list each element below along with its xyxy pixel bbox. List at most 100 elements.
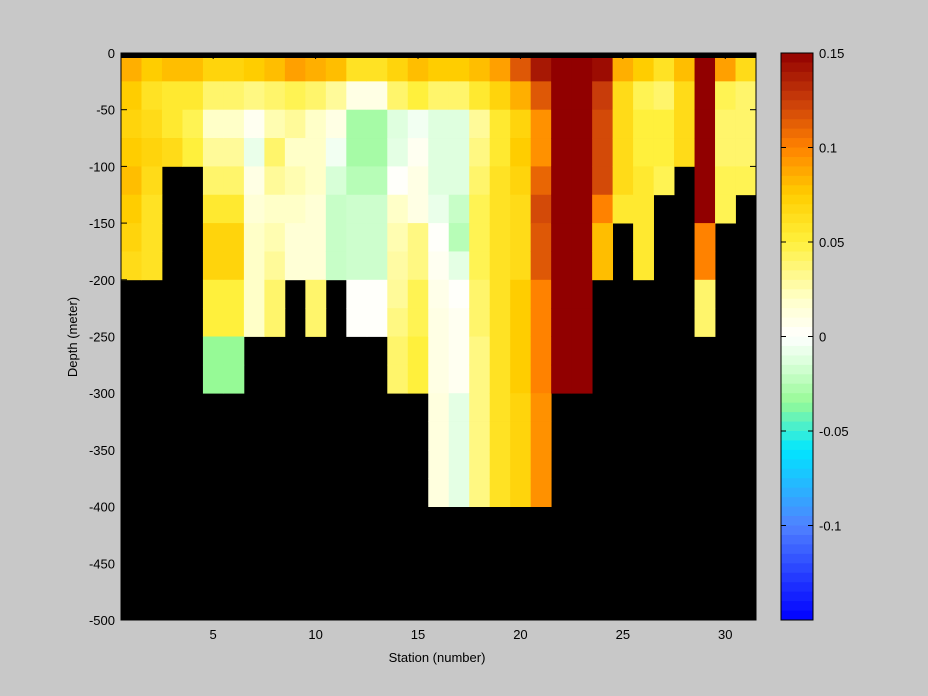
heatmap-cell (243, 194, 265, 224)
x-tick-label: 10 (308, 627, 322, 642)
heatmap-cell (428, 53, 450, 82)
heatmap-cell (202, 81, 224, 111)
heatmap-cell (489, 138, 511, 167)
heatmap-cell (592, 166, 614, 196)
heatmap-cell (489, 449, 511, 479)
heatmap-cell (469, 223, 491, 252)
heatmap-cell (551, 336, 573, 366)
heatmap-cell (571, 336, 593, 366)
heatmap-cell (653, 166, 675, 196)
colorbar-band (781, 506, 813, 517)
colorbar-band (781, 572, 813, 583)
heatmap-cell (428, 478, 450, 507)
heatmap-cell (161, 138, 183, 167)
heatmap-cell (694, 109, 716, 139)
heatmap-cell (141, 166, 163, 196)
heatmap-cell (489, 364, 511, 394)
heatmap-cell (121, 223, 142, 252)
heatmap-cell (325, 138, 347, 167)
heatmap-cell (182, 53, 204, 82)
heatmap-cell (633, 53, 654, 82)
heatmap-cell (121, 109, 142, 139)
heatmap-cell (510, 393, 532, 422)
heatmap-cell (551, 251, 573, 281)
heatmap-cell (612, 81, 634, 111)
heatmap-cell (694, 194, 716, 224)
heatmap-cell (305, 251, 327, 281)
heatmap-cell (633, 138, 654, 167)
colorbar-band (781, 185, 813, 196)
heatmap-cell (592, 138, 614, 167)
colorbar-band (781, 213, 813, 224)
heatmap-cell (489, 194, 511, 224)
heatmap-cell (284, 81, 306, 111)
heatmap-cell (387, 194, 409, 224)
heatmap-cell (448, 449, 470, 479)
heatmap-cell (305, 109, 327, 139)
heatmap-cell (346, 81, 368, 111)
heatmap-cell (530, 308, 552, 337)
heatmap-cell (387, 279, 409, 309)
heatmap-cell (428, 449, 450, 479)
y-tick-label: -250 (89, 330, 115, 345)
heatmap-cell (571, 53, 593, 82)
heatmap-cell (530, 478, 552, 507)
colorbar-band (781, 100, 813, 111)
heatmap-cell (530, 364, 552, 394)
x-axis-label: Station (number) (389, 650, 486, 665)
heatmap-cell (592, 53, 614, 82)
heatmap-cell (264, 194, 286, 224)
heatmap-cell (202, 53, 224, 82)
heatmap-cell (264, 138, 286, 167)
heatmap-cell (489, 279, 511, 309)
heatmap-cell (223, 194, 245, 224)
heatmap-cell (715, 166, 736, 196)
heatmap-cell (428, 251, 450, 281)
heatmap-cell (715, 138, 736, 167)
heatmap-cell (407, 53, 429, 82)
colorbar-band (781, 345, 813, 356)
heatmap-cell (284, 223, 306, 252)
colorbar-band (781, 449, 813, 460)
heatmap-cell (571, 109, 593, 139)
y-tick-label: -350 (89, 443, 115, 458)
colorbar-tick-label: 0 (819, 330, 826, 345)
heatmap-cell (448, 251, 470, 281)
colorbar-band (781, 251, 813, 262)
heatmap-cell (325, 81, 347, 111)
colorbar-band (781, 534, 813, 545)
heatmap-cell (694, 166, 716, 196)
heatmap-cell (346, 223, 368, 252)
heatmap-cell (510, 251, 532, 281)
heatmap-cell (223, 109, 245, 139)
heatmap-cell (694, 308, 716, 337)
heatmap-cell (592, 223, 614, 252)
heatmap-cell (243, 166, 265, 196)
heatmap-cell (223, 53, 245, 82)
colorbar-band (781, 204, 813, 215)
colorbar-band (781, 166, 813, 177)
heatmap-cell (530, 449, 552, 479)
colorbar-band (781, 440, 813, 451)
colorbar-band (781, 421, 813, 432)
heatmap-cell (305, 279, 327, 309)
heatmap-cell (612, 109, 634, 139)
heatmap-cell (448, 478, 470, 507)
heatmap-cell (489, 166, 511, 196)
heatmap-cell (366, 279, 388, 309)
x-tick-label: 25 (616, 627, 630, 642)
colorbar-band (781, 279, 813, 290)
heatmap-cell (551, 109, 573, 139)
heatmap-cell (407, 223, 429, 252)
heatmap-cell (325, 223, 347, 252)
heatmap-cell (223, 251, 245, 281)
heatmap-cell (223, 223, 245, 252)
heatmap-cell (202, 251, 224, 281)
heatmap-cell (407, 251, 429, 281)
heatmap-cell (284, 53, 306, 82)
heatmap-cell (387, 81, 409, 111)
heatmap-cell (612, 53, 634, 82)
heatmap-cell (223, 279, 245, 309)
heatmap-cell (674, 109, 695, 139)
heatmap-cell (202, 336, 224, 366)
